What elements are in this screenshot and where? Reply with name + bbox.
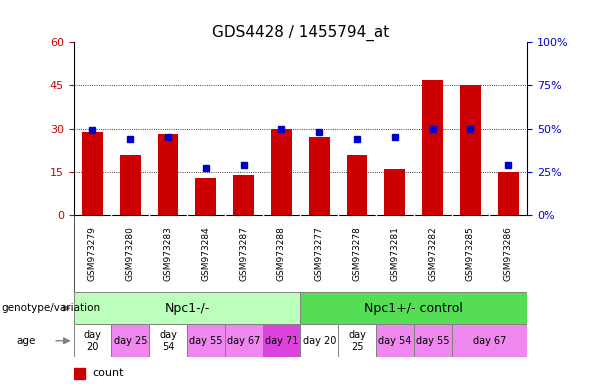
Bar: [187, 324, 225, 357]
Text: day 55: day 55: [189, 336, 223, 346]
Bar: [498, 172, 519, 215]
Bar: [74, 368, 85, 379]
Text: day
20: day 20: [83, 330, 101, 352]
Text: GSM973282: GSM973282: [428, 226, 437, 281]
Text: GSM973281: GSM973281: [390, 226, 400, 281]
Text: day 71: day 71: [265, 336, 298, 346]
Bar: [414, 324, 452, 357]
Title: GDS4428 / 1455794_at: GDS4428 / 1455794_at: [211, 25, 389, 41]
Text: genotype/variation: genotype/variation: [1, 303, 101, 313]
Text: Npc1+/- control: Npc1+/- control: [364, 302, 463, 314]
Text: GSM973285: GSM973285: [466, 226, 475, 281]
Bar: [309, 137, 330, 215]
Bar: [196, 177, 216, 215]
Bar: [271, 129, 292, 215]
Text: GSM973288: GSM973288: [277, 226, 286, 281]
Bar: [452, 324, 527, 357]
Bar: [460, 86, 481, 215]
Text: day
25: day 25: [348, 330, 366, 352]
Text: GSM973280: GSM973280: [126, 226, 135, 281]
Bar: [74, 292, 300, 324]
Bar: [422, 80, 443, 215]
Text: age: age: [16, 336, 36, 346]
Bar: [376, 324, 414, 357]
Text: GSM973279: GSM973279: [88, 226, 97, 281]
Bar: [74, 324, 112, 357]
Bar: [384, 169, 405, 215]
Bar: [338, 324, 376, 357]
Text: GSM973283: GSM973283: [164, 226, 173, 281]
Text: GSM973284: GSM973284: [201, 226, 210, 281]
Bar: [300, 324, 338, 357]
Text: count: count: [92, 368, 124, 378]
Text: day 67: day 67: [473, 336, 506, 346]
Text: Npc1-/-: Npc1-/-: [164, 302, 210, 314]
Text: day 67: day 67: [227, 336, 261, 346]
Text: day 20: day 20: [303, 336, 336, 346]
Bar: [262, 324, 300, 357]
Text: GSM973277: GSM973277: [314, 226, 324, 281]
Text: day 55: day 55: [416, 336, 449, 346]
Bar: [112, 324, 149, 357]
Text: GSM973286: GSM973286: [504, 226, 513, 281]
Bar: [82, 131, 103, 215]
Bar: [234, 175, 254, 215]
Bar: [149, 324, 187, 357]
Text: GSM973278: GSM973278: [352, 226, 362, 281]
Bar: [225, 324, 262, 357]
Text: day 54: day 54: [378, 336, 411, 346]
Bar: [300, 292, 527, 324]
Bar: [158, 134, 178, 215]
Text: day
54: day 54: [159, 330, 177, 352]
Bar: [120, 155, 140, 215]
Text: day 25: day 25: [113, 336, 147, 346]
Text: GSM973287: GSM973287: [239, 226, 248, 281]
Bar: [347, 155, 367, 215]
